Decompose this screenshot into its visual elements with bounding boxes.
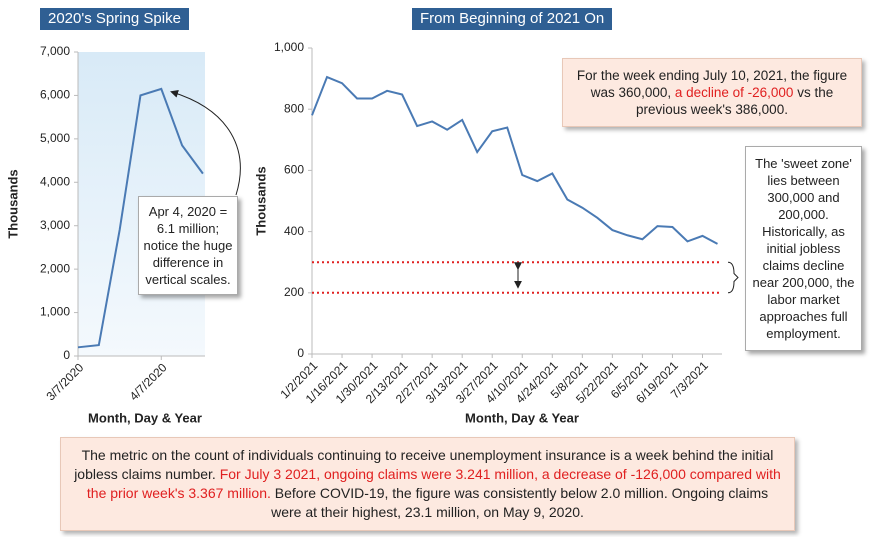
footer-highlight: For July 3 2021, ongoing claims were 3.2… — [86, 466, 781, 501]
y-tick-label: 2,000 — [40, 261, 70, 275]
y-tick-label: 4,000 — [40, 174, 70, 188]
y-tick-label: 3,000 — [40, 218, 70, 232]
x-axis-label: Month, Day & Year — [465, 410, 579, 425]
x-tick-label: 4/7/2020 — [127, 360, 170, 403]
annotation-arrow — [170, 89, 241, 196]
footer-text: The metric on the count of individuals c… — [74, 447, 774, 482]
annotation-text: vs the previous week's 386,000. — [636, 85, 834, 117]
footer-text: Before COVID-19, the figure was consiste… — [270, 485, 769, 520]
annotation: Apr 4, 2020 = 6.1 million; notice the hu… — [138, 196, 238, 295]
y-tick-label: 600 — [284, 163, 304, 177]
y-tick-label: 0 — [297, 346, 304, 360]
y-axis-label: Thousands — [253, 166, 268, 235]
footer-note: The metric on the count of individuals c… — [60, 437, 795, 531]
annotation-text: For the week ending July 10, 2021, the f… — [576, 68, 848, 100]
y-tick-label: 1,000 — [40, 305, 70, 319]
y-tick-label: 6,000 — [40, 88, 70, 102]
y-tick-label: 1,000 — [274, 40, 304, 54]
y-tick-label: 800 — [284, 101, 304, 115]
side-note: The 'sweet zone' lies between 300,000 an… — [745, 146, 862, 351]
annotation-highlight: a decline of -26,000 — [674, 85, 794, 100]
data-line — [311, 75, 718, 245]
data-line — [77, 87, 204, 349]
range-brace — [727, 261, 739, 294]
y-tick-label: 5,000 — [40, 131, 70, 145]
y-tick-label: 200 — [284, 285, 304, 299]
y-axis-label: Thousands — [5, 169, 20, 238]
x-axis-label: Month, Day & Year — [88, 410, 202, 425]
y-tick-label: 400 — [284, 224, 304, 238]
annotation: For the week ending July 10, 2021, the f… — [562, 58, 862, 127]
chart-title: From Beginning of 2021 On — [412, 8, 613, 30]
chart-title: 2020's Spring Spike — [40, 8, 189, 30]
y-tick-label: 7,000 — [40, 44, 70, 58]
x-tick-label: 3/7/2020 — [43, 360, 86, 403]
y-tick-label: 0 — [63, 348, 70, 362]
